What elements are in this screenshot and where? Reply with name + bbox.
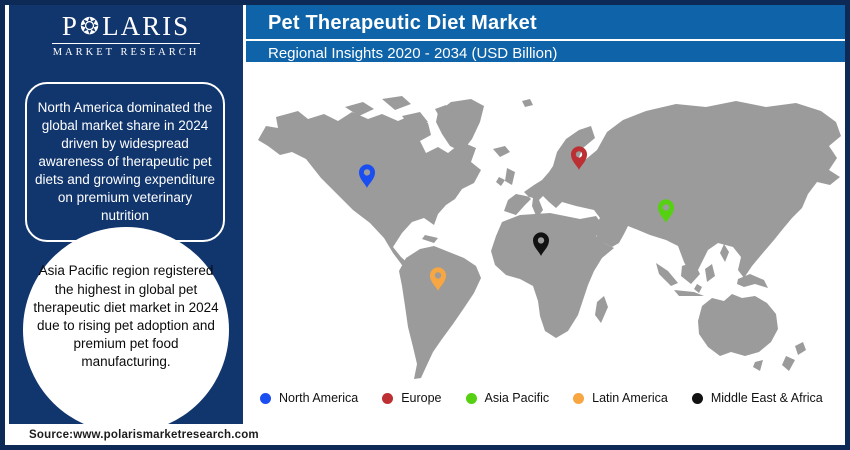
greenland xyxy=(436,99,484,152)
logo-divider-line xyxy=(52,43,200,44)
arctic-islands xyxy=(345,96,451,126)
continent-north-america xyxy=(258,111,481,276)
svalbard xyxy=(522,99,533,107)
legend-label: North America xyxy=(279,391,359,405)
legend-dot-icon xyxy=(382,392,394,404)
insight-box-north-america: North America dominated the global marke… xyxy=(25,82,225,242)
left-seam-divider xyxy=(5,5,9,445)
iceland xyxy=(493,146,510,157)
new-guinea xyxy=(737,274,768,288)
legend-dot-icon xyxy=(465,392,477,404)
legend-label: Latin America xyxy=(592,391,668,405)
compass-star-icon: ❂ xyxy=(79,14,102,39)
continent-africa xyxy=(491,213,614,338)
left-panel: P ❂ LARIS MARKET RESEARCH North America do… xyxy=(9,5,243,424)
legend-item-north-america: North America xyxy=(260,391,358,405)
map-pin-asia-pacific-icon xyxy=(658,199,674,223)
caribbean-islands xyxy=(422,235,438,243)
map-area: North America Europe Asia Pacific Latin Ame… xyxy=(246,62,845,424)
legend-item-asia-pacific: Asia Pacific xyxy=(465,391,550,405)
polaris-logo: P ❂ LARIS MARKET RESEARCH xyxy=(9,5,243,59)
header-bar: Pet Therapeutic Diet Market Regional Ins… xyxy=(243,5,845,62)
logo-wordmark: P ❂ LARIS xyxy=(9,13,243,40)
map-pin-europe-icon xyxy=(571,146,587,170)
logo-text-pre: P xyxy=(61,11,79,41)
source-text: Source:www.polarismarketresearch.com xyxy=(29,428,259,441)
page-title: Pet Therapeutic Diet Market xyxy=(246,5,845,41)
legend-dot-icon xyxy=(573,392,585,404)
footer-strip: Source:www.polarismarketresearch.com xyxy=(5,424,845,445)
sri-lanka xyxy=(694,284,702,293)
continent-australia xyxy=(698,294,778,356)
legend-label: Middle East & Africa xyxy=(710,391,823,405)
map-pin-middle-east-africa-icon xyxy=(533,232,549,256)
legend-dot-icon xyxy=(691,392,703,404)
japan xyxy=(782,191,796,219)
map-pin-latin-america-icon xyxy=(430,267,446,291)
new-zealand xyxy=(782,342,806,371)
logo-text-post: LARIS xyxy=(102,11,191,41)
legend-item-latin-america: Latin America xyxy=(573,391,668,405)
madagascar xyxy=(595,296,608,323)
continent-south-america xyxy=(399,246,481,379)
world-map xyxy=(258,96,841,379)
region-pins xyxy=(359,146,674,291)
british-isles xyxy=(496,168,515,186)
indonesia xyxy=(656,262,715,296)
logo-tagline: MARKET RESEARCH xyxy=(52,47,200,58)
legend-item-europe: Europe xyxy=(382,391,442,405)
legend-dot-icon xyxy=(260,392,271,404)
page-subtitle: Regional Insights 2020 - 2034 (USD Billi… xyxy=(268,45,558,62)
map-pin-north-america-icon xyxy=(359,164,375,188)
legend-label: Europe xyxy=(401,391,442,405)
map-legend: North America Europe Asia Pacific Latin Ame… xyxy=(260,391,823,405)
insight-circle-asia-pacific: Asia Pacific region registered the highe… xyxy=(23,227,229,424)
legend-item-middle-east-africa: Middle East & Africa xyxy=(691,391,823,405)
legend-label: Asia Pacific xyxy=(484,391,550,405)
tasmania xyxy=(753,360,763,371)
philippines xyxy=(720,244,729,262)
eurasia xyxy=(504,101,841,280)
